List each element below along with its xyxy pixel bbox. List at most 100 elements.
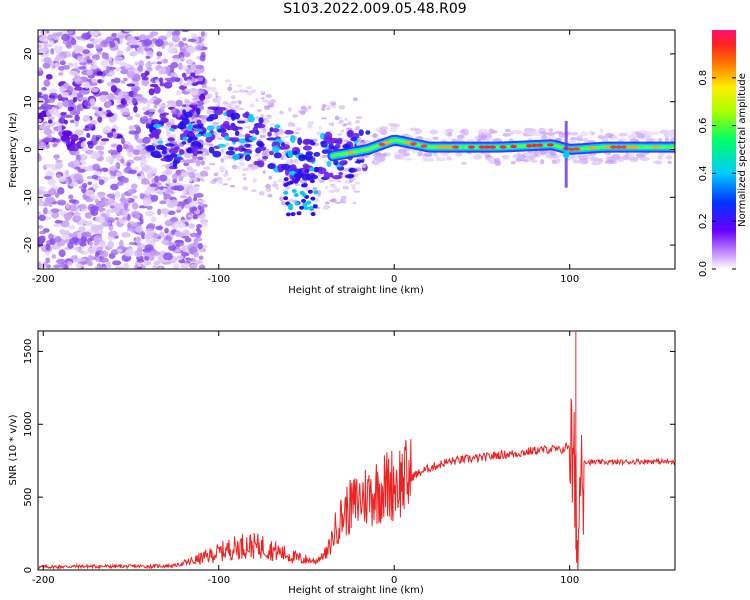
spectrogram-speckle	[183, 51, 191, 58]
spectrogram-speckle	[153, 85, 161, 94]
spectrogram-speckle	[214, 135, 221, 139]
spectrogram-halo	[460, 161, 468, 166]
spectrogram-speckle	[133, 87, 138, 96]
spectrogram-speckle	[44, 175, 53, 180]
spectrogram-speckle	[106, 209, 113, 213]
spectrogram-speckle	[52, 143, 58, 148]
spectrogram-speckle	[54, 139, 61, 143]
spectrogram-speckle	[324, 186, 329, 190]
spectrogram-speckle	[142, 136, 151, 144]
spectrogram-speckle	[127, 150, 134, 158]
spectrogram-halo	[548, 128, 554, 132]
spectrogram-speckle	[193, 240, 199, 248]
spectrogram-blob	[224, 135, 230, 141]
spectrogram-blob	[308, 174, 319, 180]
spectrogram-speckle	[225, 142, 230, 146]
spectrogram-speckle	[73, 75, 81, 79]
spectrogram-speckle	[108, 230, 118, 238]
spectrogram-speckle	[191, 206, 198, 212]
spectrogram-speckle	[265, 183, 271, 189]
spectrogram-speckle	[168, 183, 176, 187]
spectrogram-speckle	[91, 174, 99, 180]
spectrogram-halo	[455, 151, 462, 157]
spectrogram-speckle	[71, 143, 80, 152]
spectrogram-halo	[403, 157, 412, 161]
spectrogram-speckle	[190, 72, 196, 77]
spectrogram-blob	[227, 146, 235, 151]
snr-x-axis-label: Height of straight line (km)	[288, 585, 424, 596]
spectrogram-speckle	[135, 236, 142, 244]
spectrogram-speckle	[51, 211, 60, 219]
spectrogram-speckle	[134, 61, 139, 66]
spectrogram-blob	[237, 138, 248, 144]
spectrogram-speckle	[176, 206, 182, 211]
spectrogram-speckle	[312, 186, 318, 190]
spectrogram-speckle	[162, 187, 167, 192]
spectrogram-halo	[533, 150, 539, 157]
spectrogram-speckle	[222, 101, 229, 106]
x-tick-label: -200	[32, 274, 55, 285]
spectrogram-speckle	[47, 104, 53, 110]
spectrogram-speckle	[348, 179, 353, 183]
spectrogram-blob	[197, 128, 204, 133]
spectrogram-speckle	[143, 255, 150, 261]
spectrogram-speckle	[103, 198, 109, 202]
spectrogram-speckle	[115, 162, 121, 170]
spectrogram-speckle	[279, 110, 284, 115]
spectrogram-halo	[601, 136, 609, 143]
spectrogram-speckle	[86, 59, 94, 64]
spectrogram-speckle	[105, 65, 111, 74]
spectrogram-blob	[293, 192, 299, 197]
spectrogram-halo	[555, 137, 562, 142]
spectrogram-blob	[151, 129, 159, 137]
carrier-hotspot	[610, 145, 618, 149]
spectrogram-speckle	[100, 60, 109, 68]
spectrogram-speckle	[281, 152, 286, 155]
spectrogram-blob	[234, 126, 243, 130]
spectrogram-speckle	[169, 217, 178, 222]
spectrogram-blob	[274, 124, 281, 129]
spectrogram-speckle	[38, 140, 44, 148]
spectrogram-halo	[494, 160, 502, 167]
spectrogram-speckle	[188, 187, 197, 195]
spectrogram-speckle	[321, 117, 327, 120]
spectrogram-speckle	[47, 178, 56, 186]
spectrogram-speckle	[141, 76, 149, 81]
spectrogram-speckle	[69, 110, 80, 116]
x-tick-label: -100	[207, 274, 230, 285]
colorbar-gradient	[712, 30, 736, 269]
spectrogram-speckle	[213, 172, 219, 177]
spectrogram-speckle	[326, 106, 331, 110]
spectrogram-halo	[444, 128, 454, 134]
spectrogram-speckle	[166, 100, 176, 104]
spectrogram-speckle	[183, 159, 194, 164]
spectrogram-speckle	[160, 208, 169, 215]
spectrogram-speckle	[336, 133, 343, 136]
spectrogram-speckle	[95, 266, 102, 269]
spectrogram-speckle	[355, 125, 361, 130]
spectrogram-speckle	[38, 261, 42, 269]
spectrogram-speckle	[225, 117, 232, 121]
spectrogram-halo	[399, 156, 404, 160]
carrier-hotspot	[631, 145, 639, 149]
spectrogram-speckle	[42, 137, 52, 143]
carrier-hotspot	[467, 145, 475, 149]
spectrogram-speckle	[333, 187, 340, 193]
spectrogram-speckle	[224, 79, 231, 83]
spectrogram-speckle	[105, 261, 112, 269]
spectrogram-speckle	[38, 36, 49, 42]
spectrogram-halo	[373, 156, 383, 162]
spectrogram-speckle	[167, 210, 176, 216]
spectrogram-blob	[192, 148, 199, 156]
carrier-hotspot	[488, 145, 496, 149]
spectrogram-speckle	[38, 112, 47, 117]
spectrogram-speckle	[161, 239, 169, 245]
spectrogram-blob	[312, 204, 318, 209]
y-tick-label: -20	[23, 237, 34, 253]
spectrogram-speckle	[82, 128, 91, 132]
spectrogram-speckle	[90, 209, 99, 216]
spectrogram-speckle	[176, 208, 182, 213]
spectrogram-blob	[179, 121, 184, 128]
spectrogram-speckle	[74, 114, 80, 122]
spectrogram-speckle	[54, 220, 63, 224]
